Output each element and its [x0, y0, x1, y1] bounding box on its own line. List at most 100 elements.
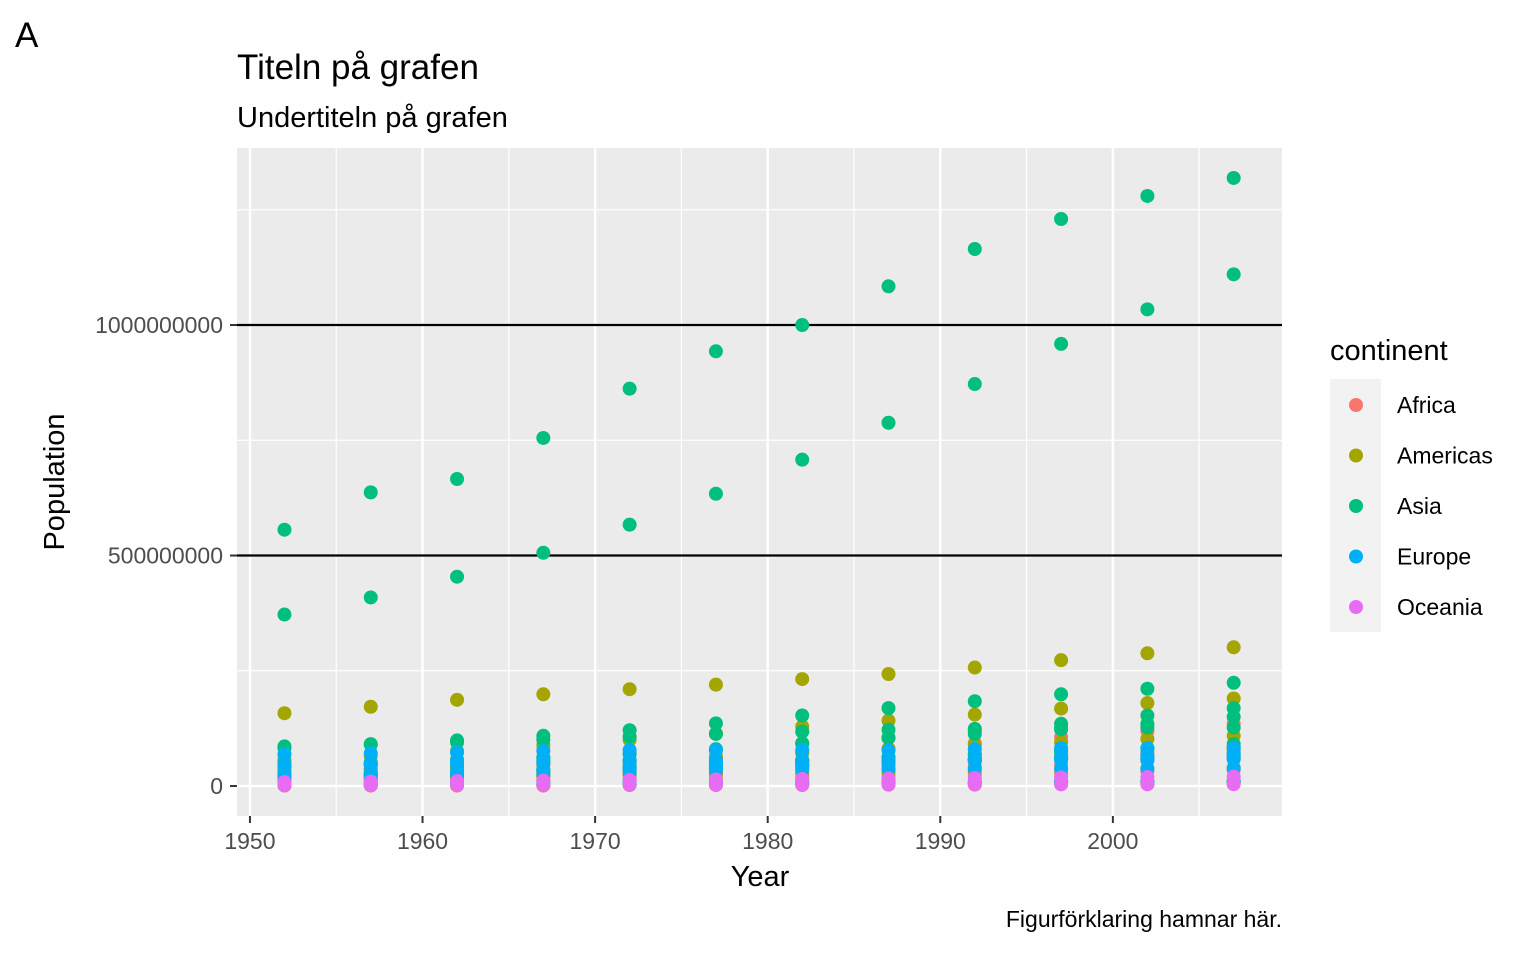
data-point-asia	[708, 344, 723, 359]
legend-key-europe	[1349, 549, 1363, 564]
data-point-asia	[1054, 336, 1069, 351]
data-point-americas	[1054, 653, 1069, 668]
data-point-asia	[795, 708, 810, 723]
data-point-oceania	[1054, 777, 1069, 792]
data-point-asia	[1226, 720, 1241, 735]
data-point-americas	[363, 699, 378, 714]
y-tick-label: 1000000000	[95, 312, 223, 338]
data-point-oceania	[708, 777, 723, 792]
y-axis-title: Population	[39, 413, 71, 550]
data-point-oceania	[881, 777, 896, 792]
data-point-asia	[967, 694, 982, 709]
data-point-americas	[1054, 701, 1069, 716]
data-point-americas	[1140, 646, 1155, 661]
data-point-americas	[622, 682, 637, 697]
data-point-asia	[795, 318, 810, 333]
data-point-asia	[277, 607, 292, 622]
data-point-americas	[708, 677, 723, 692]
y-tick-label: 0	[210, 773, 223, 799]
data-point-asia	[881, 279, 896, 294]
reference-lines	[237, 323, 1282, 557]
legend-label-asia: Asia	[1397, 493, 1442, 519]
legend-title: continent	[1330, 335, 1448, 367]
data-point-asia	[277, 522, 292, 537]
legend-label-oceania: Oceania	[1397, 594, 1483, 620]
x-tick-label: 1970	[570, 828, 621, 854]
legend-label-europe: Europe	[1397, 544, 1471, 570]
data-point-asia	[622, 517, 637, 532]
legend-label-americas: Americas	[1397, 443, 1493, 469]
data-point-americas	[1140, 696, 1155, 711]
data-point-americas	[795, 672, 810, 687]
data-point-oceania	[1140, 777, 1155, 792]
data-point-asia	[1226, 170, 1241, 185]
data-point-asia	[1140, 302, 1155, 317]
x-tick-label: 1960	[397, 828, 448, 854]
data-point-asia	[1226, 267, 1241, 282]
x-axis: 1950 1960 1970 1980 1990 2000	[224, 816, 1138, 854]
data-point-asia	[708, 716, 723, 731]
data-point-oceania	[1226, 777, 1241, 792]
data-point-oceania	[622, 777, 637, 792]
data-point-asia	[881, 415, 896, 430]
data-point-asia	[450, 735, 465, 750]
data-point-asia	[1226, 675, 1241, 690]
data-point-asia	[1140, 716, 1155, 731]
chart-title: Titeln på grafen	[237, 48, 479, 87]
data-point-oceania	[277, 778, 292, 793]
data-point-asia	[536, 430, 551, 445]
data-point-americas	[277, 706, 292, 721]
data-point-americas	[1226, 691, 1241, 706]
legend-key-oceania	[1349, 600, 1363, 614]
data-point-oceania	[450, 777, 465, 792]
x-tick-label: 1990	[915, 828, 966, 854]
data-point-asia	[536, 545, 551, 560]
data-point-europe	[536, 743, 551, 758]
data-point-asia	[1054, 722, 1069, 737]
data-point-europe	[1140, 748, 1155, 763]
data-point-asia	[795, 724, 810, 739]
data-point-oceania	[967, 777, 982, 792]
legend-label-africa: Africa	[1397, 392, 1456, 418]
data-point-asia	[622, 381, 637, 396]
data-point-asia	[622, 729, 637, 744]
legend-key-americas	[1349, 448, 1363, 463]
data-point-asia	[708, 486, 723, 501]
data-point-europe	[622, 743, 637, 758]
x-tick-label: 2000	[1087, 828, 1138, 854]
data-point-asia	[967, 377, 982, 392]
data-point-americas	[967, 707, 982, 722]
data-point-asia	[795, 452, 810, 467]
data-point-asia	[881, 731, 896, 746]
data-point-asia	[1054, 687, 1069, 702]
data-point-americas	[450, 692, 465, 707]
data-point-americas	[536, 687, 551, 702]
data-point-asia	[1140, 188, 1155, 203]
data-point-asia	[708, 726, 723, 741]
x-axis-title: Year	[731, 861, 790, 893]
caption: Figurförklaring hamnar här.	[1006, 906, 1282, 932]
data-point-europe	[795, 762, 810, 777]
data-point-europe	[708, 743, 723, 758]
legend: continent Africa Americas Asia Europe Oceani…	[1330, 335, 1493, 632]
y-tick-label: 500000000	[108, 543, 223, 569]
data-point-oceania	[363, 778, 378, 793]
data-point-asia	[363, 485, 378, 500]
data-point-asia	[363, 590, 378, 605]
legend-key-africa	[1349, 398, 1363, 412]
data-point-oceania	[536, 777, 551, 792]
data-point-asia	[450, 472, 465, 487]
chart-subtitle: Undertiteln på grafen	[237, 102, 508, 134]
data-point-americas	[967, 660, 982, 675]
plot-panel	[237, 148, 1282, 816]
y-axis: 0 500000000 1000000000	[95, 312, 237, 799]
data-point-asia	[881, 701, 896, 716]
data-point-asia	[1226, 709, 1241, 724]
legend-key-asia	[1349, 499, 1363, 513]
data-point-asia	[967, 241, 982, 256]
data-point-europe	[795, 743, 810, 758]
data-point-oceania	[795, 777, 810, 792]
data-point-asia	[967, 726, 982, 741]
data-point-europe	[708, 762, 723, 777]
